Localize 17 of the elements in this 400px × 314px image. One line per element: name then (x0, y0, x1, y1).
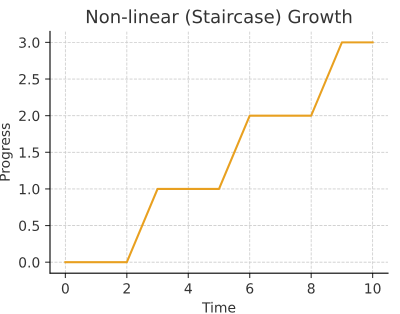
x-tick-label: 6 (246, 283, 254, 294)
y-tick-label: 2.0 (19, 110, 40, 122)
y-tick-label: 3.0 (19, 37, 40, 48)
x-tick-label: 2 (123, 283, 130, 294)
y-tick-label: 1.0 (20, 184, 40, 194)
y-tick-label: 0.0 (19, 257, 40, 268)
y-axis-title: Progress (0, 123, 13, 181)
x-tick-label: 8 (308, 283, 315, 294)
line-series (64, 41, 374, 264)
y-tick-label: 2.5 (19, 74, 40, 84)
y-tick-label: 0.5 (19, 220, 40, 232)
chart-title: Non-linear (Staircase) Growth (86, 9, 352, 26)
x-axis-title: Time (202, 302, 236, 313)
x-tick-label: 4 (184, 283, 192, 294)
x-tick-label: 10 (365, 283, 381, 294)
y-tick-label: 1.5 (20, 147, 40, 158)
x-tick-label: 0 (62, 283, 69, 294)
